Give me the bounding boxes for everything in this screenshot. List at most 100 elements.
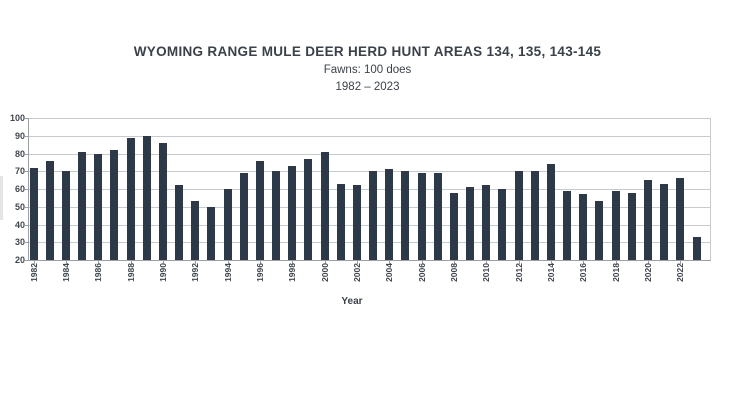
- gridline-50: [28, 206, 710, 208]
- y-tick-label-50: 50: [14, 201, 25, 212]
- bar-2006: [417, 173, 426, 260]
- bar-1993: [207, 206, 216, 260]
- gridline-90: [28, 135, 710, 137]
- bar-2000: [320, 151, 329, 260]
- chart-subtitle: Fawns: 100 does: [323, 64, 412, 76]
- bar-1998: [288, 165, 297, 260]
- bar-2007: [433, 173, 442, 260]
- x-tick-label-1988: 1988: [125, 263, 136, 282]
- bar-1995: [239, 173, 248, 260]
- y-tick-40: [25, 224, 28, 226]
- x-tick-2008: [453, 261, 455, 264]
- y-tick-80: [25, 153, 28, 155]
- x-tick-1996: [259, 261, 261, 264]
- x-tick-label-1984: 1984: [60, 263, 71, 282]
- x-tick-2018: [615, 261, 617, 264]
- bar-2019: [627, 192, 636, 260]
- bar-1994: [223, 189, 232, 260]
- bar-1996: [255, 160, 264, 260]
- gridline-70: [28, 171, 710, 173]
- x-tick-1992: [195, 261, 197, 264]
- bar-1984: [61, 171, 70, 260]
- x-tick-2006: [421, 261, 423, 264]
- bar-1989: [142, 135, 151, 260]
- gridline-30: [28, 242, 710, 244]
- y-tick-20: [25, 260, 28, 261]
- x-tick-2010: [486, 261, 488, 264]
- bar-2015: [563, 190, 572, 260]
- bar-2016: [579, 194, 588, 260]
- y-tick-70: [25, 171, 28, 173]
- bar-1999: [304, 158, 313, 260]
- bar-2012: [514, 171, 523, 260]
- bar-2023: [692, 236, 701, 260]
- y-tick-label-70: 70: [14, 166, 25, 177]
- x-tick-label-1996: 1996: [254, 263, 265, 282]
- x-tick-2004: [389, 261, 391, 264]
- bar-2001: [336, 183, 345, 260]
- x-tick-2002: [356, 261, 358, 264]
- x-tick-label-2000: 2000: [319, 263, 330, 282]
- bar-2004: [385, 169, 394, 260]
- x-axis-title: Year: [341, 296, 363, 307]
- y-tick-label-40: 40: [14, 219, 25, 230]
- y-tick-label-20: 20: [14, 255, 25, 265]
- x-tick-label-2004: 2004: [384, 263, 395, 282]
- y-tick-60: [25, 189, 28, 190]
- x-tick-1988: [130, 261, 132, 264]
- plot-right-border: [710, 118, 711, 260]
- bar-2014: [546, 164, 555, 260]
- x-tick-label-2018: 2018: [610, 263, 621, 282]
- y-tick-label-60: 60: [14, 184, 25, 194]
- bar-1985: [78, 151, 86, 260]
- x-tick-2016: [583, 261, 585, 264]
- bar-1982: [29, 167, 38, 260]
- y-tick-90: [25, 135, 28, 137]
- x-tick-label-1982: 1982: [28, 263, 39, 282]
- x-tick-label-2008: 2008: [448, 263, 459, 282]
- bar-1991: [175, 185, 184, 260]
- x-tick-label-1992: 1992: [190, 263, 201, 282]
- x-tick-label-2002: 2002: [351, 263, 362, 282]
- x-tick-2014: [550, 261, 552, 264]
- x-tick-1990: [162, 261, 164, 264]
- x-tick-2012: [518, 261, 520, 264]
- x-tick-1982: [33, 261, 35, 264]
- x-tick-1984: [65, 261, 67, 264]
- bar-2009: [466, 187, 475, 260]
- bar-2022: [676, 178, 685, 260]
- y-tick-label-80: 80: [14, 148, 25, 159]
- x-axis-line: [28, 260, 711, 261]
- x-tick-label-2006: 2006: [416, 263, 427, 282]
- x-tick-label-2014: 2014: [545, 263, 556, 282]
- bar-2005: [401, 171, 410, 260]
- x-tick-1998: [292, 261, 294, 264]
- bar-2020: [643, 180, 652, 260]
- bar-1983: [45, 160, 54, 260]
- bar-2013: [530, 171, 539, 260]
- bar-2008: [449, 192, 458, 260]
- chart-date-range: 1982 – 2023: [335, 81, 400, 93]
- bar-1990: [158, 142, 167, 260]
- gridline-60: [28, 189, 710, 190]
- y-tick-50: [25, 206, 28, 208]
- bar-2010: [482, 185, 491, 260]
- y-axis-line: [28, 118, 29, 260]
- bar-2002: [352, 185, 361, 260]
- x-tick-label-1990: 1990: [157, 263, 168, 282]
- bar-1986: [94, 153, 103, 260]
- gridline-40: [28, 224, 710, 226]
- bar-2017: [595, 201, 604, 260]
- x-tick-label-2020: 2020: [642, 263, 653, 282]
- bar-1992: [191, 201, 200, 260]
- x-tick-label-1986: 1986: [93, 263, 104, 282]
- x-tick-2022: [680, 261, 682, 264]
- x-tick-label-2016: 2016: [578, 263, 589, 282]
- gridline-100: [28, 118, 710, 119]
- bar-2018: [611, 190, 620, 260]
- x-tick-1994: [227, 261, 229, 264]
- y-tick-label-30: 30: [14, 237, 25, 248]
- x-tick-label-2012: 2012: [513, 263, 524, 282]
- bar-2011: [498, 189, 507, 260]
